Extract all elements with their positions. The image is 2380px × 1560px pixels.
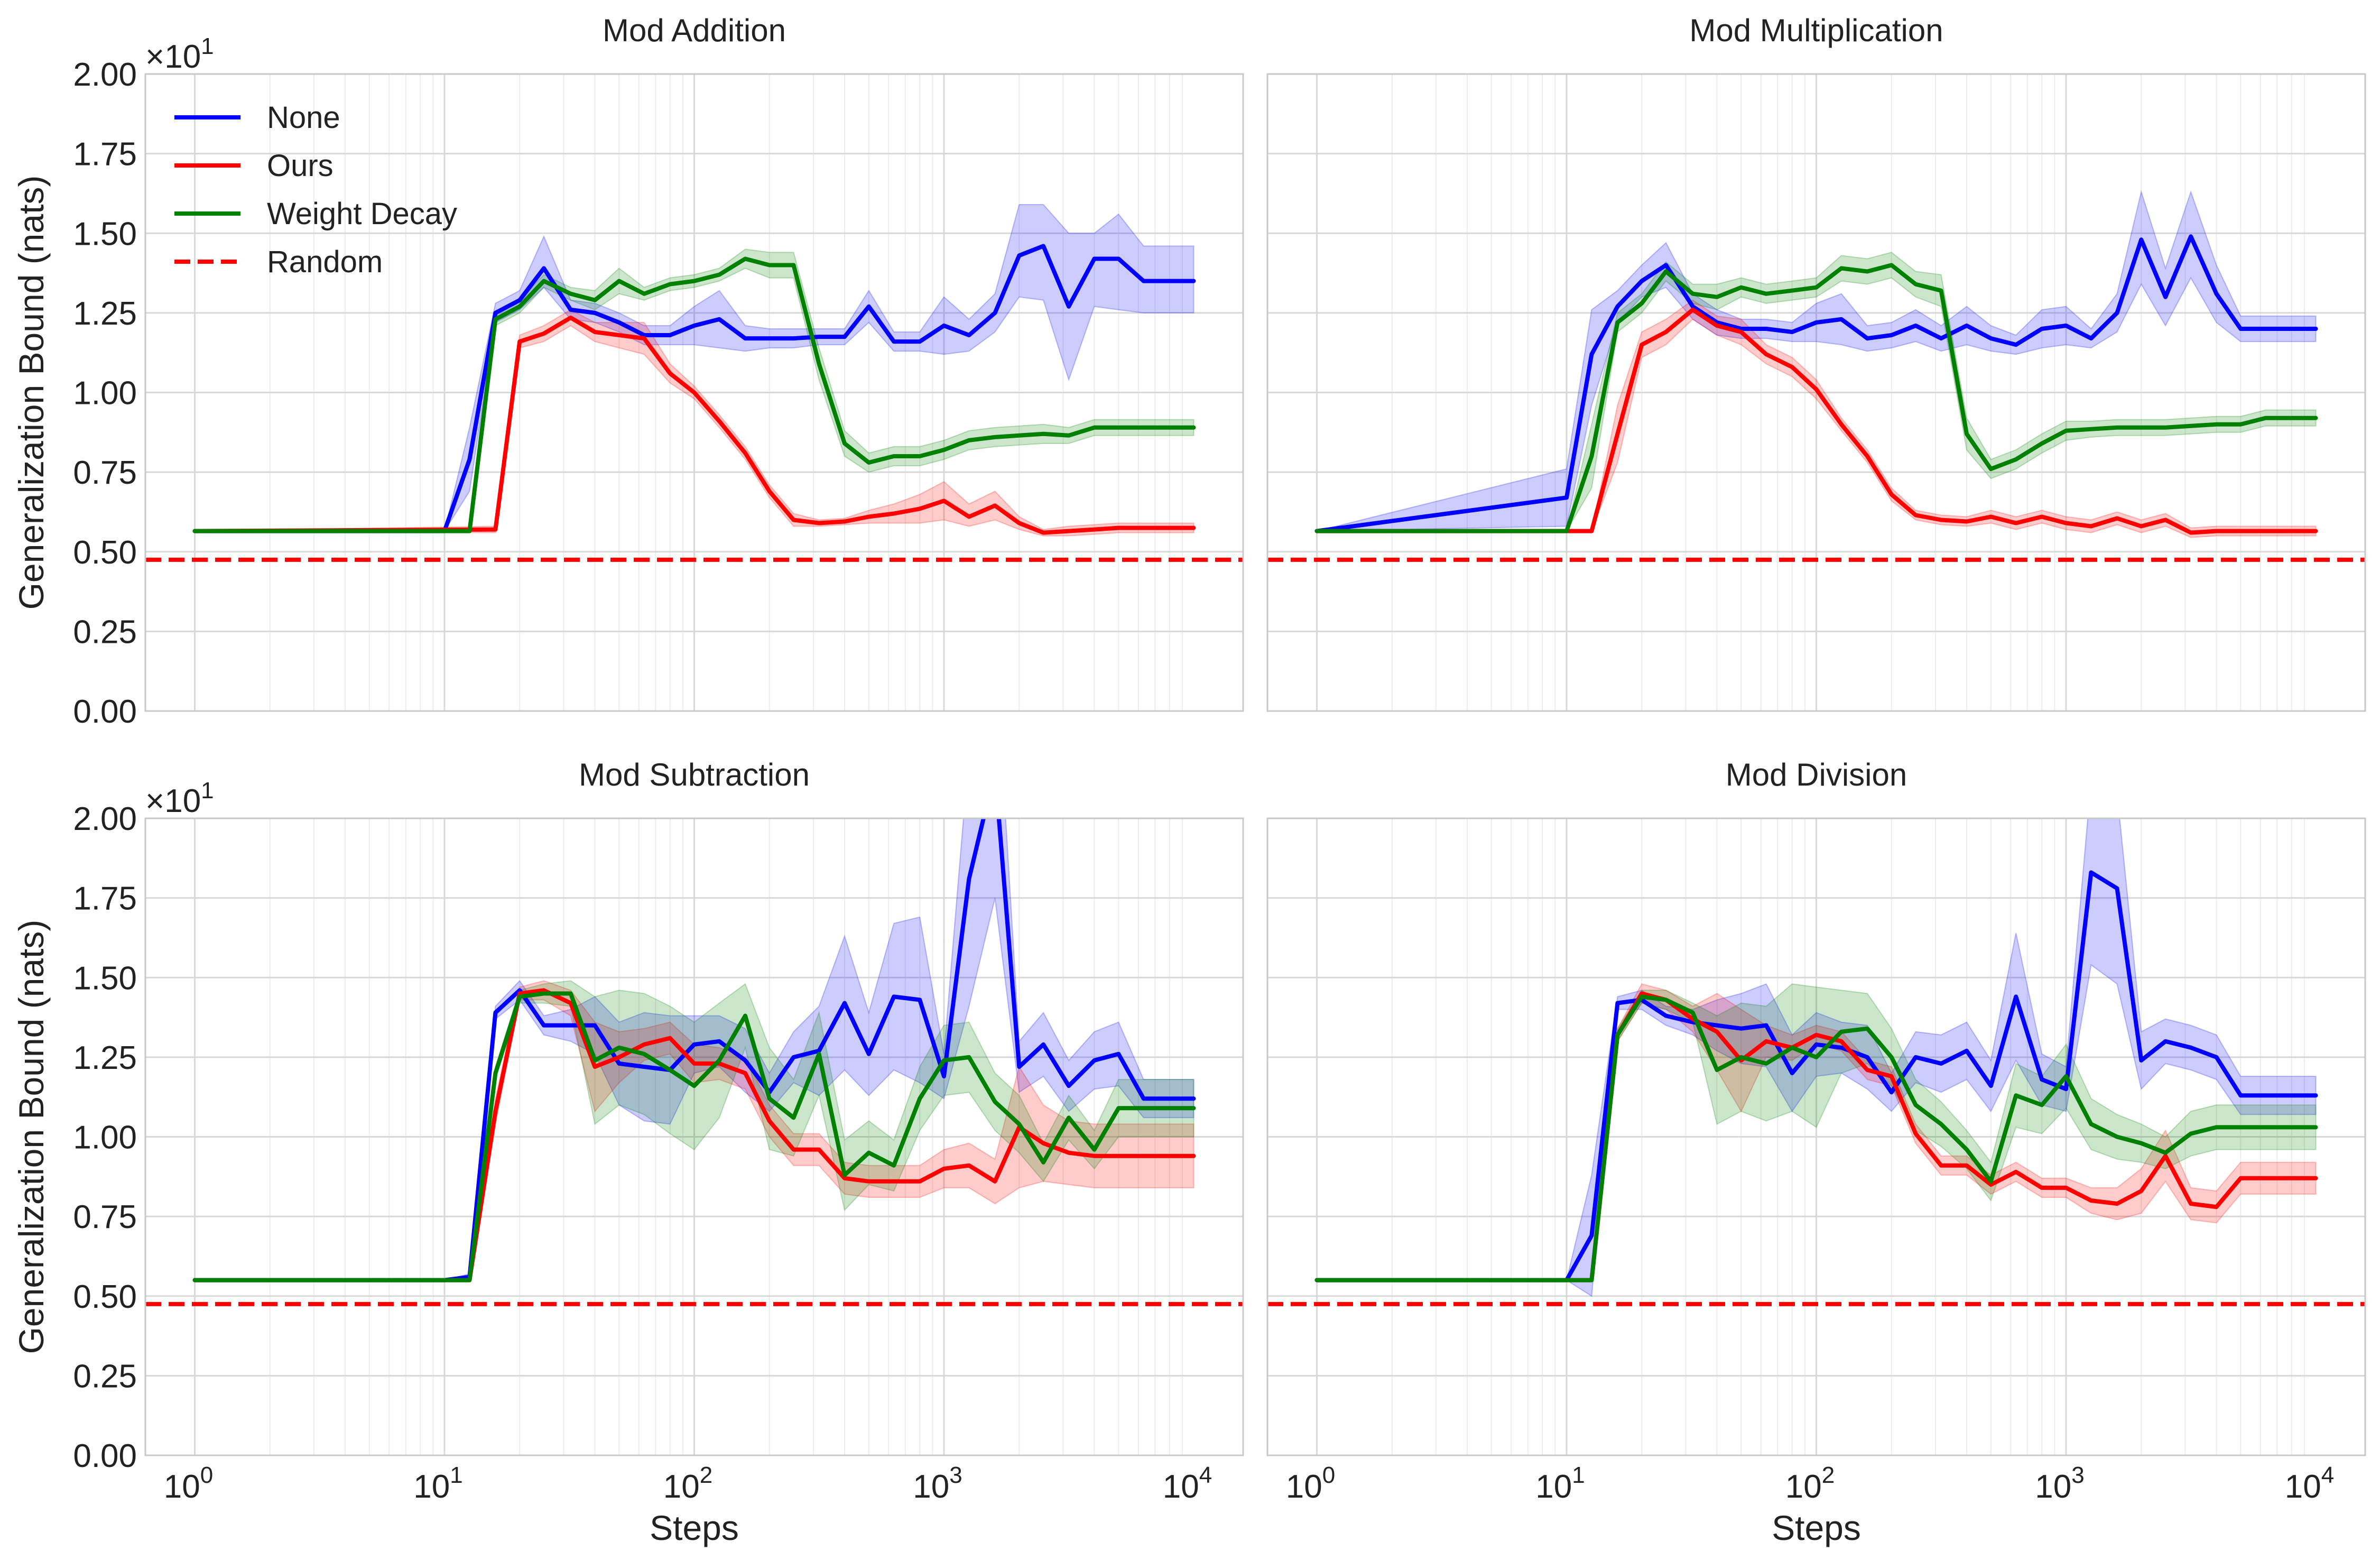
line-weight-decay bbox=[1314, 994, 2318, 1282]
panel-title: Mod Addition bbox=[603, 13, 786, 48]
line-none bbox=[1314, 234, 2318, 533]
y-tick-label: 0.00 bbox=[73, 694, 137, 730]
panel-title: Mod Subtraction bbox=[579, 757, 810, 792]
y-tick-label: 1.50 bbox=[73, 216, 137, 252]
x-tick-exponent: 4 bbox=[2321, 1462, 2334, 1488]
y-tick-label: 0.25 bbox=[73, 614, 137, 650]
y-multiplier-exponent: 1 bbox=[201, 778, 214, 804]
plot-area bbox=[1267, 818, 2365, 1306]
y-tick-label: 1.75 bbox=[73, 881, 137, 917]
y-tick-label: 0.25 bbox=[73, 1358, 137, 1395]
legend-item-weight-decay: Weight Decay bbox=[174, 197, 457, 231]
line-weight-decay bbox=[192, 256, 1196, 533]
y-multiplier-exponent: 1 bbox=[201, 33, 214, 59]
axes-frame bbox=[144, 817, 1244, 1456]
y-axis-label: Generalization Bound (nats) bbox=[12, 176, 51, 610]
x-tick-exponent: 1 bbox=[450, 1462, 462, 1488]
legend: None Ours Weight Decay Random bbox=[174, 100, 457, 279]
legend-item-ours: Ours bbox=[174, 149, 334, 183]
line-weight-decay bbox=[1314, 263, 2318, 533]
y-tick-label: 0.50 bbox=[73, 1279, 137, 1315]
panel-mod-subtraction: Mod Subtraction 0.00 0.25 0.50 0.75 1.00 1.25 1… bbox=[12, 757, 1244, 1547]
line-ours bbox=[192, 315, 1196, 535]
axes-frame bbox=[1266, 73, 2366, 712]
panel-title: Mod Multiplication bbox=[1689, 13, 1943, 48]
legend-label: None bbox=[267, 100, 340, 135]
y-tick-label: 0.50 bbox=[73, 534, 137, 571]
legend-label: Random bbox=[267, 245, 383, 279]
y-axis-label: Generalization Bound (nats) bbox=[12, 920, 51, 1354]
line-none bbox=[192, 818, 1196, 1282]
line-none bbox=[192, 244, 1196, 533]
line-ours bbox=[192, 988, 1196, 1282]
x-tick-exponent: 1 bbox=[1572, 1462, 1585, 1488]
panel-title: Mod Division bbox=[1726, 757, 1907, 792]
x-tick-exponent: 2 bbox=[1822, 1462, 1835, 1488]
legend-item-random: Random bbox=[174, 245, 383, 279]
panel-mod-multiplication: Mod Multiplication bbox=[1266, 13, 2366, 712]
x-tick-exponent: 3 bbox=[949, 1462, 962, 1488]
x-axis-label: Steps bbox=[1772, 1508, 1861, 1547]
y-tick-label: 1.25 bbox=[73, 1040, 137, 1076]
plot-area bbox=[1267, 190, 2365, 562]
y-tick-label: 1.50 bbox=[73, 960, 137, 996]
plot-area bbox=[145, 204, 1243, 562]
y-tick-label: 2.00 bbox=[73, 801, 137, 837]
chart-panels: Mod Addition 0.00 0.25 0.50 0.75 1.00 1.25 1.50… bbox=[12, 13, 2366, 1547]
x-tick-exponent: 2 bbox=[700, 1462, 712, 1488]
y-tick-label: 1.75 bbox=[73, 136, 137, 173]
plot-area bbox=[145, 818, 1243, 1306]
line-weight-decay bbox=[192, 991, 1196, 1282]
x-tick-exponent: 3 bbox=[2071, 1462, 2084, 1488]
line-none bbox=[1314, 870, 2318, 1282]
y-tick-label: 0.00 bbox=[73, 1438, 137, 1474]
line-ours bbox=[1314, 307, 2318, 535]
y-tick-label: 1.00 bbox=[73, 375, 137, 412]
axes-frame bbox=[1266, 817, 2366, 1456]
legend-label: Ours bbox=[267, 149, 334, 183]
x-tick-exponent: 0 bbox=[1322, 1462, 1335, 1488]
grid bbox=[145, 73, 1243, 712]
x-tick-exponent: 4 bbox=[1199, 1462, 1212, 1488]
y-tick-label: 0.75 bbox=[73, 1199, 137, 1235]
y-tick-label: 2.00 bbox=[73, 57, 137, 93]
y-tick-label: 0.75 bbox=[73, 455, 137, 491]
line-ours bbox=[1314, 991, 2318, 1282]
y-tick-label: 1.25 bbox=[73, 296, 137, 332]
legend-label: Weight Decay bbox=[267, 197, 457, 231]
axes-frame bbox=[144, 73, 1244, 712]
y-tick-label: 1.00 bbox=[73, 1120, 137, 1156]
x-axis-label: Steps bbox=[650, 1508, 739, 1547]
panel-mod-addition: Mod Addition 0.00 0.25 0.50 0.75 1.00 1.25 1.50… bbox=[12, 13, 1244, 730]
x-tick-exponent: 0 bbox=[200, 1462, 213, 1488]
legend-item-none: None bbox=[174, 100, 340, 135]
